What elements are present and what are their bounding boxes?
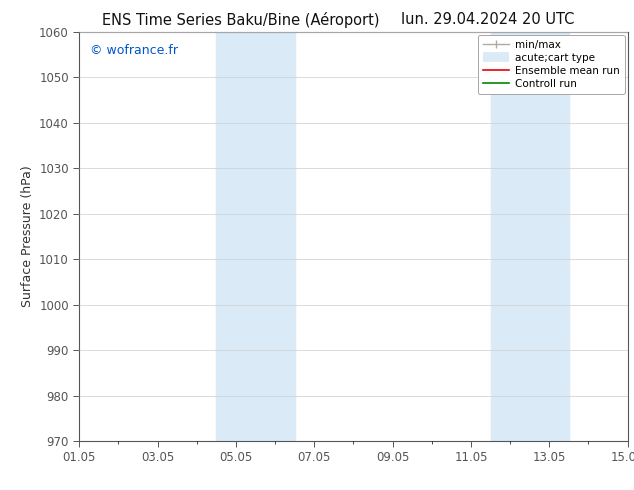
Bar [491,32,569,441]
Text: lun. 29.04.2024 20 UTC: lun. 29.04.2024 20 UTC [401,12,575,27]
Legend: min/max, acute;cart type, Ensemble mean run, Controll run: min/max, acute;cart type, Ensemble mean … [478,35,624,94]
Y-axis label: Surface Pressure (hPa): Surface Pressure (hPa) [20,166,34,307]
Text: © wofrance.fr: © wofrance.fr [90,44,178,57]
Bar [216,32,295,441]
Text: ENS Time Series Baku/Bine (Aéroport): ENS Time Series Baku/Bine (Aéroport) [102,12,380,28]
